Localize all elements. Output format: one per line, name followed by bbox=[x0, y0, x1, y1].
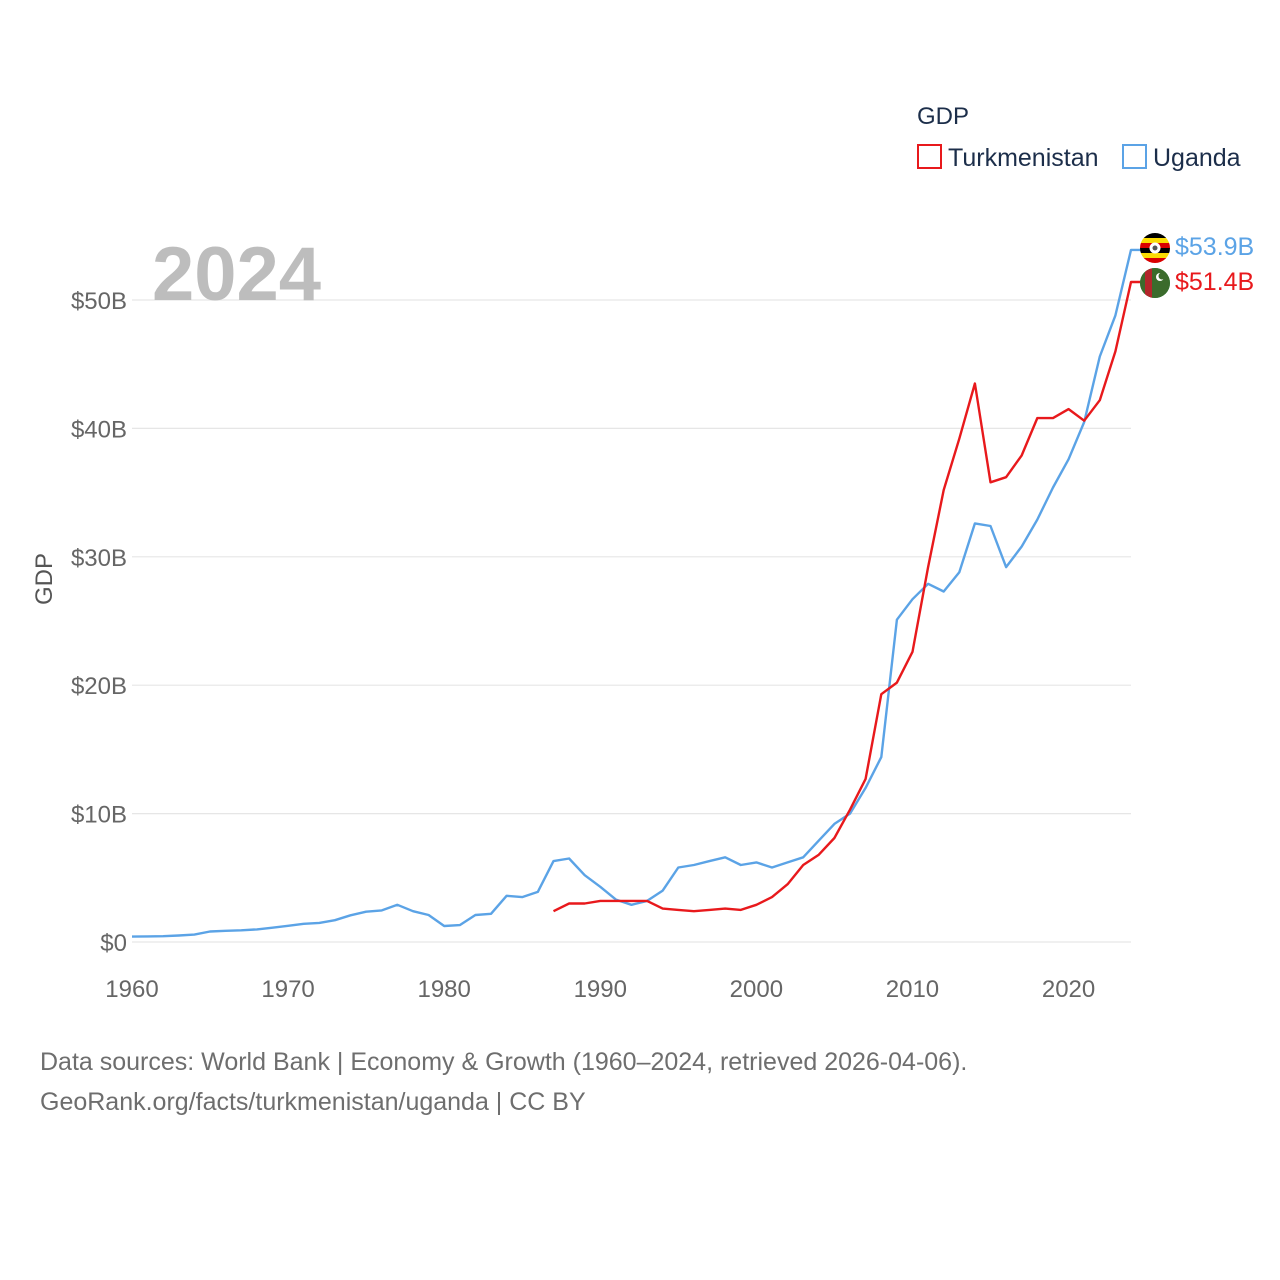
x-tick-label: 1980 bbox=[417, 976, 470, 1003]
x-tick-label: 2000 bbox=[730, 976, 783, 1003]
y-tick-label: $20B bbox=[71, 673, 127, 700]
footer: Data sources: World Bank | Economy & Gro… bbox=[40, 1042, 967, 1122]
series-lines bbox=[131, 248, 1141, 938]
y-tick-label: $30B bbox=[71, 545, 127, 572]
legend-label-turkmenistan: Turkmenistan bbox=[948, 144, 1099, 172]
legend-swatch-turkmenistan bbox=[917, 144, 942, 169]
legend: GDP Turkmenistan Uganda bbox=[917, 103, 1241, 172]
turkmenistan-flag-icon bbox=[1140, 268, 1170, 298]
x-tick-label: 1990 bbox=[574, 976, 627, 1003]
y-tick-label: $50B bbox=[71, 288, 127, 315]
x-tick-label: 2010 bbox=[886, 976, 939, 1003]
legend-item-uganda[interactable]: Uganda bbox=[1122, 144, 1241, 172]
y-tick-label: $0 bbox=[100, 930, 127, 957]
series-line-turkmenistan bbox=[552, 280, 1141, 913]
y-axis-label: GDP bbox=[31, 553, 58, 605]
end-label-uganda: $53.9B bbox=[1175, 233, 1254, 261]
footer-source: Data sources: World Bank | Economy & Gro… bbox=[40, 1048, 968, 1076]
grid-lines bbox=[132, 299, 1131, 943]
series-line-uganda bbox=[131, 248, 1141, 938]
uganda-flag-icon bbox=[1140, 233, 1170, 263]
legend-item-turkmenistan[interactable]: Turkmenistan bbox=[917, 144, 1099, 172]
x-tick-label: 1970 bbox=[261, 976, 314, 1003]
y-tick-label: $10B bbox=[71, 802, 127, 829]
gdp-line-chart: $0 $10B $20B $30B $40B $50B 1960 1970 1980 1990 2… bbox=[31, 103, 1254, 1003]
footer-url: GeoRank.org/facts/turkmenistan/uganda | … bbox=[40, 1088, 586, 1116]
x-axis-ticks: 1960 1970 1980 1990 2000 2010 2020 bbox=[105, 976, 1095, 1003]
y-tick-label: $40B bbox=[71, 416, 127, 443]
legend-label-uganda: Uganda bbox=[1153, 144, 1241, 172]
year-label: 2024 bbox=[152, 232, 321, 317]
end-label-turkmenistan: $51.4B bbox=[1175, 268, 1254, 296]
legend-swatch-uganda bbox=[1122, 144, 1147, 169]
y-axis-ticks: $0 $10B $20B $30B $40B $50B bbox=[71, 288, 127, 957]
x-tick-label: 2020 bbox=[1042, 976, 1095, 1003]
x-tick-label: 1960 bbox=[105, 976, 158, 1003]
legend-title: GDP bbox=[917, 103, 969, 130]
